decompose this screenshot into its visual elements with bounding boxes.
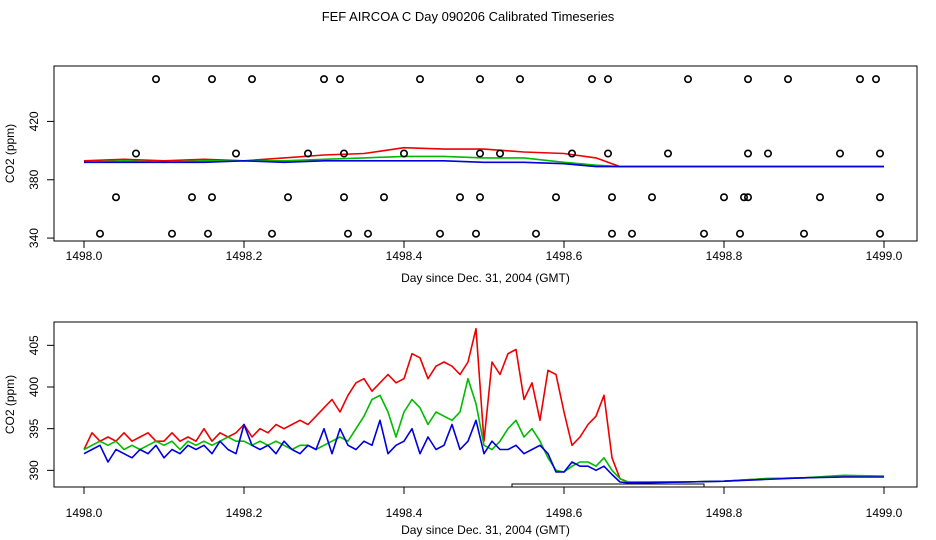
data-marker bbox=[735, 229, 744, 238]
data-marker bbox=[607, 193, 616, 202]
x-tick-label: 1498.8 bbox=[706, 506, 743, 520]
x-axis-label: Day since Dec. 31, 2004 (GMT) bbox=[401, 523, 570, 537]
data-marker bbox=[495, 149, 504, 158]
plot-frame bbox=[53, 65, 918, 242]
data-marker bbox=[855, 75, 864, 84]
series-line-2 bbox=[84, 160, 884, 168]
data-marker bbox=[208, 193, 217, 202]
data-marker bbox=[208, 75, 217, 84]
data-marker bbox=[335, 75, 344, 84]
x-tick-label: 1498.4 bbox=[386, 249, 423, 263]
x-tick-label: 1498.2 bbox=[226, 249, 263, 263]
x-tick-label: 1498.6 bbox=[546, 506, 583, 520]
data-marker bbox=[815, 193, 824, 202]
data-marker bbox=[603, 75, 612, 84]
data-marker bbox=[875, 229, 884, 238]
y-tick-label: 400 bbox=[27, 377, 41, 397]
y-tick-label: 340 bbox=[27, 228, 41, 248]
data-marker bbox=[531, 229, 540, 238]
data-marker bbox=[363, 229, 372, 238]
data-marker bbox=[132, 149, 141, 158]
data-marker bbox=[743, 193, 752, 202]
data-marker bbox=[663, 149, 672, 158]
y-tick-label: 420 bbox=[27, 111, 41, 131]
y-axis-label: CO2 (ppm) bbox=[3, 124, 17, 183]
data-marker bbox=[875, 193, 884, 202]
x-tick-label: 1499.0 bbox=[866, 249, 903, 263]
data-marker bbox=[783, 75, 792, 84]
data-marker bbox=[647, 193, 656, 202]
data-marker bbox=[743, 75, 752, 84]
data-marker bbox=[627, 229, 636, 238]
data-marker bbox=[435, 229, 444, 238]
data-marker bbox=[415, 75, 424, 84]
data-marker bbox=[455, 193, 464, 202]
data-marker bbox=[739, 193, 748, 202]
data-marker bbox=[475, 75, 484, 84]
y-tick-label: 395 bbox=[27, 418, 41, 438]
data-marker bbox=[683, 75, 692, 84]
x-tick-label: 1498.4 bbox=[386, 506, 423, 520]
series-line-2 bbox=[83, 419, 884, 484]
bottom-panel: Day since Dec. 31, 2004 (GMT) CO2 (ppm) … bbox=[3, 321, 918, 537]
data-marker bbox=[343, 229, 352, 238]
data-marker bbox=[283, 193, 292, 202]
x-tick-label: 1499.0 bbox=[866, 506, 903, 520]
data-marker bbox=[567, 149, 576, 158]
data-marker bbox=[475, 149, 484, 158]
x-axis-label: Day since Dec. 31, 2004 (GMT) bbox=[401, 271, 570, 285]
data-marker bbox=[799, 229, 808, 238]
series-line-1 bbox=[83, 377, 885, 483]
data-marker bbox=[835, 149, 844, 158]
y-tick-label: 380 bbox=[27, 169, 41, 189]
data-marker bbox=[379, 193, 388, 202]
data-marker bbox=[603, 149, 612, 158]
data-marker bbox=[112, 193, 121, 202]
data-marker bbox=[339, 149, 348, 158]
data-marker bbox=[248, 75, 257, 84]
x-tick-label: 1498.0 bbox=[66, 249, 103, 263]
data-marker bbox=[875, 149, 884, 158]
data-marker bbox=[743, 149, 752, 158]
flag-bar bbox=[511, 483, 705, 488]
data-marker bbox=[719, 193, 728, 202]
x-tick-label: 1498.6 bbox=[546, 249, 583, 263]
x-tick-label: 1498.2 bbox=[226, 506, 263, 520]
data-marker bbox=[303, 149, 312, 158]
data-marker bbox=[204, 229, 213, 238]
y-tick-label: 390 bbox=[27, 460, 41, 480]
data-marker bbox=[607, 229, 616, 238]
data-marker bbox=[319, 75, 328, 84]
data-marker bbox=[587, 75, 596, 84]
data-marker bbox=[399, 149, 408, 158]
data-marker bbox=[168, 229, 177, 238]
data-marker bbox=[267, 229, 276, 238]
y-axis-label: CO2 (ppm) bbox=[3, 375, 17, 434]
top-panel: Day since Dec. 31, 2004 (GMT) CO2 (ppm) … bbox=[3, 65, 918, 285]
plot-frame bbox=[53, 321, 918, 488]
data-marker bbox=[871, 75, 880, 84]
data-marker bbox=[471, 229, 480, 238]
data-marker bbox=[152, 75, 161, 84]
data-marker bbox=[475, 193, 484, 202]
series-line-0 bbox=[83, 327, 884, 483]
page-title: FEF AIRCOA C Day 090206 Calibrated Times… bbox=[321, 9, 615, 24]
data-marker bbox=[515, 75, 524, 84]
data-marker bbox=[551, 193, 560, 202]
data-marker bbox=[96, 229, 105, 238]
data-marker bbox=[763, 149, 772, 158]
y-tick-label: 405 bbox=[27, 335, 41, 355]
data-marker bbox=[188, 193, 197, 202]
x-tick-label: 1498.0 bbox=[66, 506, 103, 520]
data-marker bbox=[232, 149, 241, 158]
data-marker bbox=[339, 193, 348, 202]
data-marker bbox=[699, 229, 708, 238]
x-tick-label: 1498.8 bbox=[706, 249, 743, 263]
